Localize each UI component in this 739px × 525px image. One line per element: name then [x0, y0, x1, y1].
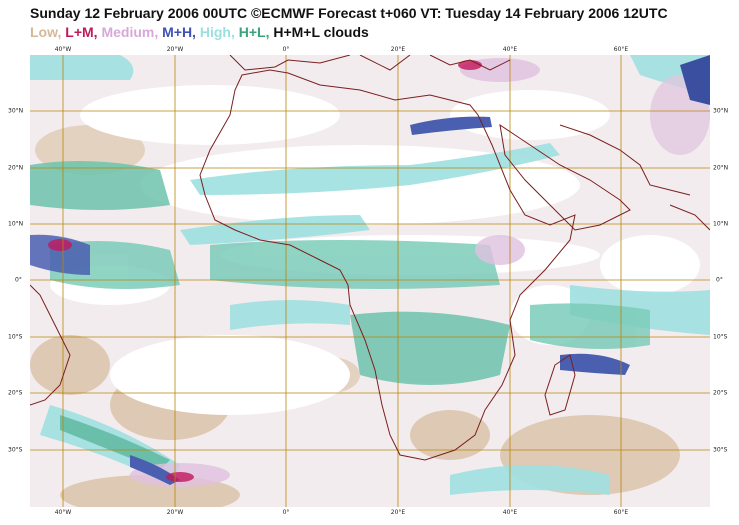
lon-tick-bottom: 0° [282, 509, 290, 516]
graticule [30, 55, 710, 507]
lat-tick-right: 20°S [713, 389, 728, 397]
legend-entry: M+H, [162, 24, 200, 40]
lon-tick: 0° [282, 46, 290, 53]
map-title: Sunday 12 February 2006 00UTC ©ECMWF For… [30, 5, 668, 21]
lon-tick-bottom: 20°E [390, 509, 406, 516]
coastlines [30, 55, 710, 461]
legend-entry: Low, [30, 24, 66, 40]
lat-tick-right: 10°S [713, 333, 728, 341]
lat-tick-right: 30°S [713, 446, 728, 454]
legend-entry: Medium, [101, 24, 163, 40]
lat-tick: 10°N [8, 220, 24, 228]
lat-tick: 0° [15, 276, 22, 284]
lon-tick-bottom: 20°W [166, 509, 184, 516]
map-svg [30, 55, 710, 507]
forecast-map [30, 55, 710, 507]
lat-tick: 30°S [8, 446, 23, 454]
lon-tick: 20°W [166, 46, 184, 53]
legend-entry: H+L, [238, 24, 274, 40]
lat-tick-right: 20°N [713, 164, 729, 172]
lat-tick-right: 10°N [713, 220, 729, 228]
legend-entry: H+M+L clouds [273, 24, 369, 40]
lat-tick-right: 30°N [713, 107, 729, 115]
lat-tick: 20°S [8, 389, 23, 397]
cloud-legend: Low, L+M, Medium, M+H, High, H+L, H+M+L … [30, 24, 369, 40]
lon-tick-bottom: 40°E [502, 509, 518, 516]
lon-tick: 40°W [54, 46, 72, 53]
lat-tick-right: 0° [716, 276, 723, 284]
lon-tick: 20°E [390, 46, 406, 53]
lat-tick: 20°N [8, 164, 24, 172]
lon-tick: 60°E [613, 46, 629, 53]
lat-tick: 10°S [8, 333, 23, 341]
lat-tick: 30°N [8, 107, 24, 115]
high-low-cloud-areas [30, 161, 650, 470]
legend-entry: L+M, [65, 24, 102, 40]
lon-tick-bottom: 40°W [54, 509, 72, 516]
lon-tick-bottom: 60°E [613, 509, 629, 516]
lon-tick: 40°E [502, 46, 518, 53]
legend-entry: High, [199, 24, 239, 40]
